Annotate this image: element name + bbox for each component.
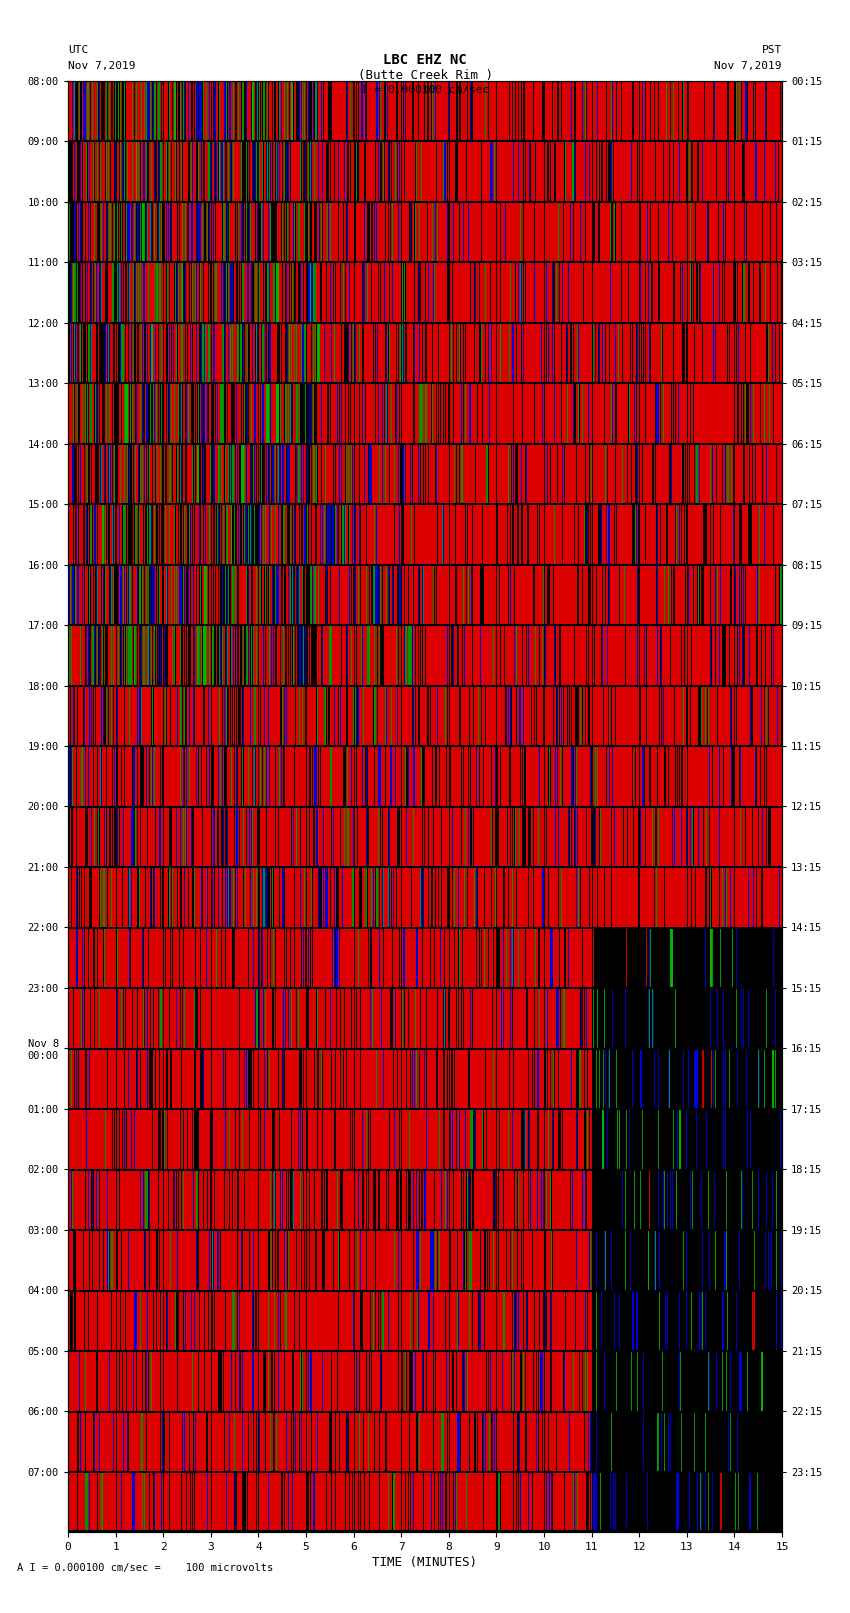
Text: Nov 7,2019: Nov 7,2019 [68,61,135,71]
Text: PST: PST [762,45,782,55]
Text: UTC: UTC [68,45,88,55]
Text: (Butte Creek Rim ): (Butte Creek Rim ) [358,69,492,82]
Text: LBC EHZ NC: LBC EHZ NC [383,53,467,68]
Text: I = 0.000100 cm/sec: I = 0.000100 cm/sec [361,85,489,95]
X-axis label: TIME (MINUTES): TIME (MINUTES) [372,1557,478,1569]
Text: A I = 0.000100 cm/sec =    100 microvolts: A I = 0.000100 cm/sec = 100 microvolts [17,1563,273,1573]
Text: Nov 7,2019: Nov 7,2019 [715,61,782,71]
